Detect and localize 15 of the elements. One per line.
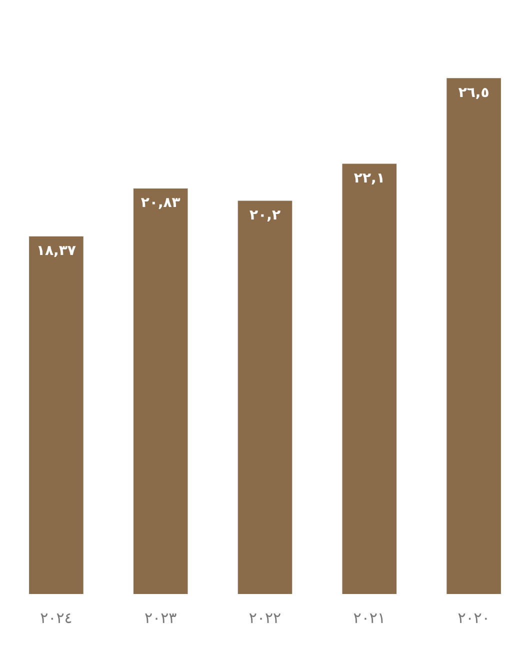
bar	[342, 164, 397, 594]
data-label: ٢٢,١	[354, 170, 385, 186]
data-label: ٢٠,٢	[250, 207, 281, 224]
bar	[29, 236, 84, 594]
x-tick-label: ٢٠٢١	[353, 608, 386, 627]
data-label: ٢٦,٥	[458, 84, 490, 101]
x-tick-label: ٢٠٢٤	[40, 608, 72, 627]
data-label: ١٨,٣٧	[36, 243, 76, 260]
bar	[446, 78, 501, 594]
data-label: ٢٠,٨٣	[140, 195, 181, 212]
x-tick-label: ٢٠٢٣	[144, 608, 177, 627]
bar	[238, 200, 292, 594]
bar	[133, 188, 188, 594]
x-tick-label: ٢٠٢٢	[248, 608, 282, 627]
x-tick-label: ٢٠٢٠	[458, 608, 490, 627]
